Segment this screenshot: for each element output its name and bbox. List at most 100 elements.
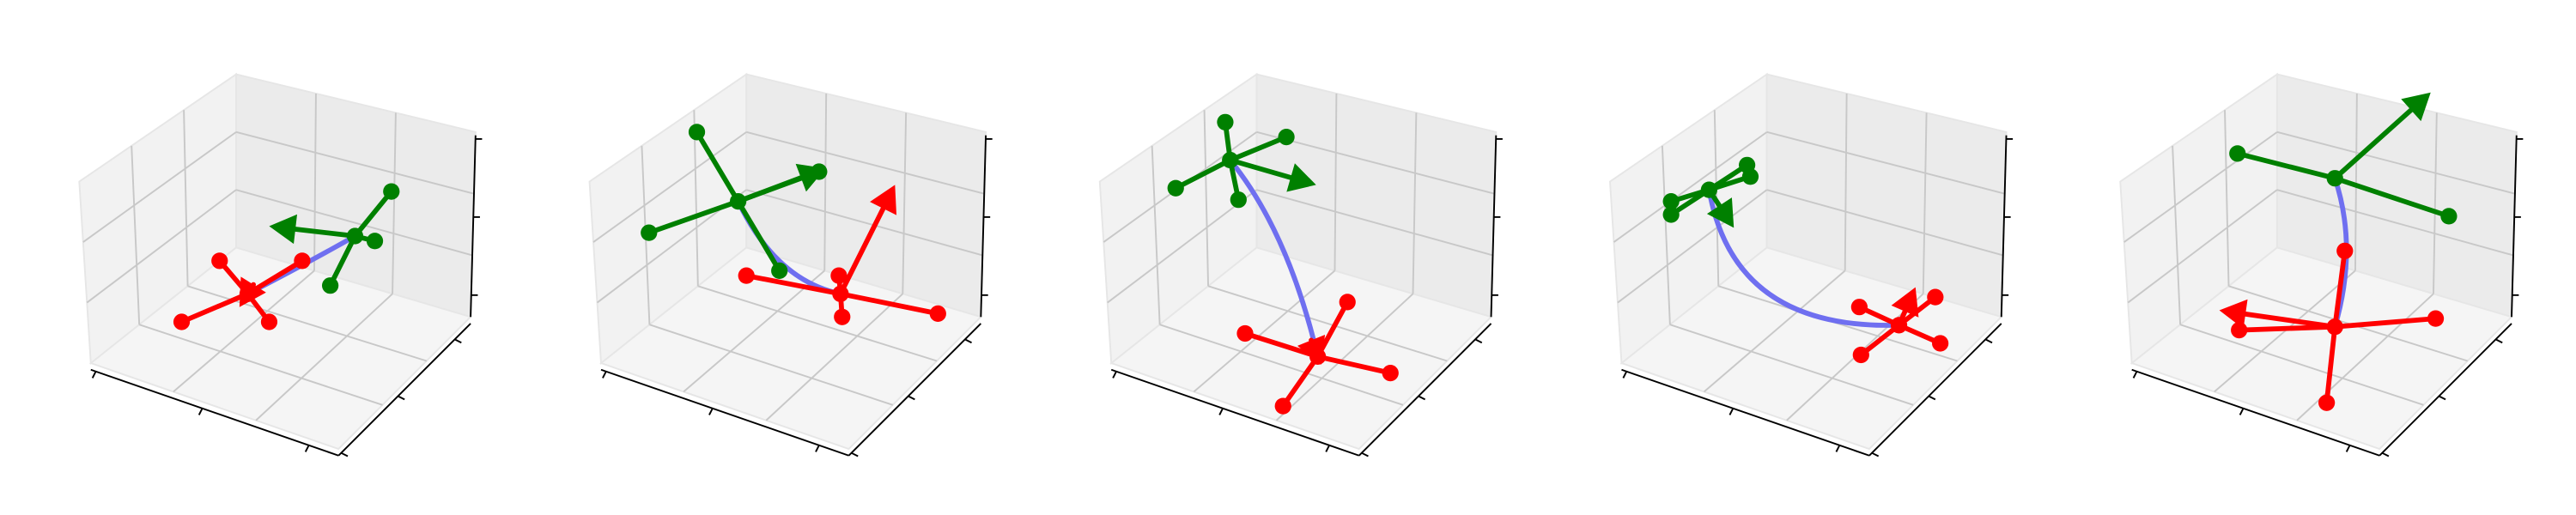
bond: [2234, 150, 2338, 181]
x-axis-line: [600, 368, 849, 457]
tick-mark: [1835, 445, 1841, 452]
atom: [1852, 346, 1869, 364]
atom: [383, 183, 400, 200]
atom: [1339, 294, 1356, 311]
atom: [1662, 193, 1680, 210]
bond: [735, 198, 782, 274]
grid-line: [1922, 112, 1928, 294]
grid-line: [649, 324, 894, 406]
atom: [929, 305, 946, 322]
atom: [294, 252, 311, 270]
grid-line: [235, 130, 475, 195]
tick-mark: [2438, 395, 2446, 401]
grid-line: [1661, 145, 1671, 325]
grid-line: [2433, 112, 2438, 294]
tick-mark: [1728, 408, 1735, 415]
arrow-shaft: [1227, 157, 1294, 180]
arrow-head: [870, 185, 897, 215]
grid-line: [1766, 130, 2005, 195]
atom: [2231, 322, 2248, 339]
tick-mark: [708, 408, 714, 415]
bond: [744, 273, 843, 297]
arrow-shaft: [293, 227, 358, 239]
atom: [366, 233, 384, 250]
grid-line: [1275, 293, 1414, 421]
atom: [730, 193, 747, 210]
tick-mark: [398, 395, 405, 401]
bond: [327, 233, 358, 288]
z-axis-line: [2511, 135, 2518, 318]
grid-line: [2276, 189, 2514, 257]
grid-line: [683, 270, 825, 393]
atom: [830, 267, 848, 284]
grid-line: [173, 270, 315, 393]
grid-line: [765, 293, 903, 421]
bond: [1227, 134, 1289, 163]
atom: [1217, 113, 1234, 130]
axes-3d: [2119, 72, 2524, 457]
molecule-panel: [2219, 92, 2458, 411]
grid-line: [823, 93, 828, 271]
arrow-head: [2219, 299, 2248, 330]
atom: [1278, 129, 1295, 146]
molecule-panel: [1167, 113, 1399, 415]
grid-line: [313, 93, 317, 271]
atom: [1741, 168, 1759, 185]
tick-mark: [304, 445, 310, 452]
grid-line: [1159, 324, 1404, 406]
grid-line: [138, 324, 383, 406]
arrow-head: [269, 214, 298, 245]
tick-mark: [851, 451, 859, 457]
grid-line: [1193, 270, 1336, 393]
atom: [771, 262, 788, 279]
grid-line: [1617, 189, 1768, 304]
tick-mark: [2495, 338, 2503, 344]
tick-mark: [1418, 395, 1426, 401]
atom: [1274, 397, 1291, 415]
grid-line: [1844, 93, 1848, 271]
z-axis-line: [980, 135, 987, 318]
x-axis-line: [90, 368, 339, 457]
tick-mark: [1361, 451, 1369, 457]
arrow-head: [1706, 197, 1735, 228]
tick-mark: [340, 451, 349, 457]
tick-mark: [815, 445, 820, 452]
molecule-panel: [641, 124, 946, 325]
bond: [2332, 316, 2439, 330]
grid-line: [2276, 130, 2516, 195]
grid-line: [902, 112, 908, 294]
atom: [2326, 170, 2343, 187]
molecule-panel: [1662, 156, 1949, 364]
tick-mark: [454, 338, 462, 344]
tick-mark: [197, 408, 204, 415]
atom: [738, 267, 755, 284]
atom: [688, 124, 706, 141]
tick-mark: [2345, 445, 2351, 452]
grid-line: [2123, 131, 2278, 243]
bond: [646, 198, 741, 236]
bond: [2236, 324, 2338, 333]
grid-line: [1256, 130, 1495, 195]
atom: [1662, 206, 1680, 223]
grid-line: [2179, 324, 2424, 406]
y-axis-line: [337, 323, 471, 457]
grid-line: [745, 189, 983, 257]
bond: [2324, 324, 2338, 406]
grid-line: [2127, 189, 2278, 304]
atom: [173, 313, 191, 330]
atom: [239, 285, 257, 302]
y-axis-line: [848, 323, 981, 457]
atom: [2326, 318, 2343, 336]
atom: [1700, 181, 1717, 198]
tick-mark: [1112, 371, 1117, 379]
arrow-head: [1891, 287, 1919, 318]
atom: [346, 227, 364, 245]
grid-line: [1766, 189, 2003, 257]
trajectory: [1706, 189, 1899, 328]
grid-line: [86, 189, 237, 304]
tick-mark: [1474, 338, 1483, 344]
arrow-shaft: [735, 175, 804, 204]
grid-line: [255, 293, 393, 421]
grid-line: [1412, 112, 1418, 294]
